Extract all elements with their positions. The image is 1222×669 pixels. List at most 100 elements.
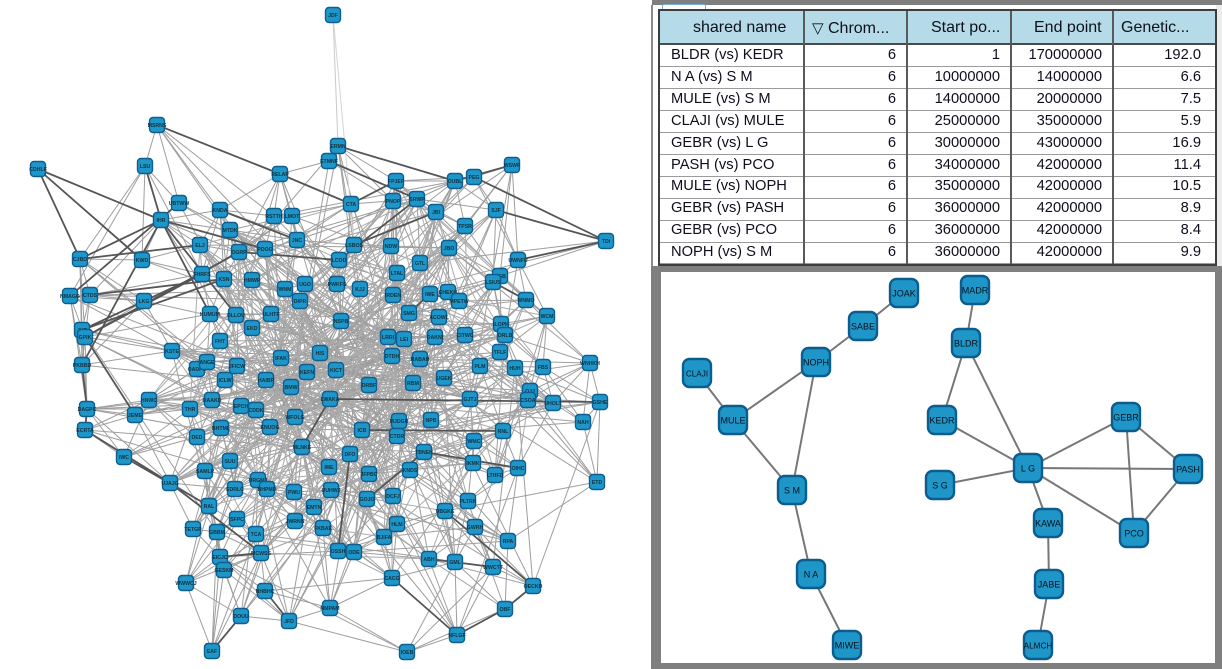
svg-text:DAGPC: DAGPC [78, 407, 97, 413]
svg-text:FKBAE: FKBAE [314, 526, 332, 532]
svg-text:LCOD: LCOD [332, 258, 347, 264]
svg-text:LRRI: LRRI [382, 335, 395, 341]
svg-text:GPIK: GPIK [79, 335, 92, 341]
svg-text:WSWF: WSWF [504, 163, 520, 169]
svg-text:ODE: ODE [348, 550, 360, 556]
svg-text:IWE: IWE [425, 292, 435, 298]
svg-text:LWAKA: LWAKA [321, 397, 340, 403]
svg-text:FPJEF: FPJEF [388, 179, 404, 185]
svg-text:MTDK: MTDK [223, 228, 238, 234]
svg-text:PWU: PWU [288, 490, 300, 496]
svg-text:KSTE: KSTE [165, 349, 179, 355]
svg-text:MADR: MADR [962, 285, 989, 295]
svg-text:HAIBP: HAIBP [258, 378, 275, 384]
svg-text:LTHFD: LTHFD [487, 473, 504, 479]
svg-text:ABH: ABH [423, 557, 434, 563]
svg-text:GTL: GTL [415, 261, 426, 267]
svg-text:KJJ: KJJ [355, 287, 365, 293]
svg-text:JOAK: JOAK [892, 288, 916, 298]
svg-text:TETGP: TETGP [184, 527, 202, 533]
svg-text:HLM: HLM [391, 522, 402, 528]
svg-text:GJTJ: GJTJ [464, 397, 477, 403]
svg-text:ORLB: ORLB [498, 333, 513, 339]
svg-text:WWWCJ: WWWCJ [175, 581, 196, 587]
svg-text:KEFN: KEFN [300, 370, 314, 376]
svg-text:TPSR: TPSR [458, 224, 472, 230]
svg-text:PKBBD: PKBBD [73, 363, 92, 369]
svg-text:JFD: JFD [284, 619, 294, 625]
svg-text:DAKNI: DAKNI [427, 335, 444, 341]
svg-text:BJIFA: BJIFA [377, 535, 392, 541]
svg-text:LSU: LSU [140, 164, 151, 170]
svg-text:IKMK: IKMK [466, 461, 480, 467]
svg-text:MJDGR: MJDGR [390, 419, 409, 425]
svg-text:WMC: WMC [468, 439, 481, 445]
svg-text:HMWF: HMWF [244, 278, 260, 284]
svg-text:IWC: IWC [119, 455, 129, 461]
svg-text:TCA: TCA [251, 532, 262, 538]
svg-text:EHEKH: EHEKH [439, 290, 457, 296]
svg-text:ICLW: ICLW [219, 378, 232, 384]
svg-text:L G: L G [1021, 463, 1035, 473]
svg-text:KAWA: KAWA [1035, 518, 1061, 528]
svg-text:LTAL: LTAL [391, 271, 404, 277]
svg-text:EICJC: EICJC [212, 555, 228, 561]
svg-text:CACG: CACG [384, 576, 399, 582]
svg-text:NFLGF: NFLGF [448, 633, 465, 639]
svg-text:UGEK: UGEK [437, 376, 452, 382]
svg-text:OGRP: OGRP [231, 250, 247, 256]
svg-text:BLDR: BLDR [954, 338, 979, 348]
svg-text:OBF: OBF [500, 607, 511, 613]
svg-text:ELJ: ELJ [195, 243, 205, 249]
svg-text:RABAH: RABAH [411, 357, 430, 363]
svg-text:JFICW: JFICW [229, 364, 245, 370]
svg-text:WNMO: WNMO [518, 298, 535, 304]
svg-text:MCWSS: MCWSS [251, 551, 271, 557]
svg-text:LSIUS: LSIUS [485, 280, 501, 286]
svg-text:RBM: RBM [407, 381, 419, 387]
svg-text:ECRTA: ECRTA [76, 428, 94, 434]
svg-text:IFAK: IFAK [275, 356, 287, 362]
svg-text:OIHC: OIHC [512, 466, 525, 472]
svg-text:UWNFU: UWNFU [508, 258, 528, 264]
svg-text:DIPR: DIPR [294, 299, 307, 305]
svg-text:FHRFS: FHRFS [193, 272, 211, 278]
svg-text:LEI: LEI [400, 337, 409, 343]
svg-text:TFLF: TFLF [494, 350, 507, 356]
svg-text:UUHWJ: UUHWJ [321, 488, 340, 494]
svg-text:BHTML: BHTML [212, 426, 231, 432]
svg-text:ACOWL: ACOWL [429, 315, 449, 321]
svg-text:NMAGG: NMAGG [60, 294, 80, 300]
svg-text:JABE: JABE [1038, 579, 1061, 589]
svg-text:EMTN: EMTN [307, 505, 322, 511]
svg-text:ULHTF: ULHTF [263, 312, 280, 318]
svg-text:CSOA: CSOA [521, 398, 536, 404]
svg-text:PEG: PEG [469, 175, 480, 181]
svg-text:DLLOU: DLLOU [227, 313, 245, 319]
svg-text:FBS: FBS [538, 365, 549, 371]
svg-text:URGMJ: URGMJ [249, 478, 268, 484]
svg-text:LMOT: LMOT [285, 214, 301, 220]
svg-text:BHPMD: BHPMD [257, 487, 276, 493]
svg-text:NMPAM: NMPAM [320, 606, 339, 612]
svg-text:ERMN: ERMN [330, 144, 346, 150]
svg-text:JBO: JBO [444, 246, 455, 252]
svg-text:CTDS: CTDS [83, 293, 98, 299]
svg-text:IOEB: IOEB [401, 650, 414, 656]
svg-text:RELAP: RELAP [271, 172, 289, 178]
svg-text:MLNKE: MLNKE [293, 445, 312, 451]
svg-text:RNL: RNL [498, 429, 509, 435]
svg-text:EDRLC: EDRLC [226, 487, 244, 493]
svg-text:GBBM: GBBM [209, 530, 225, 536]
svg-text:KUMUM: KUMUM [200, 312, 220, 318]
svg-text:N A: N A [804, 569, 819, 579]
svg-text:NDW: NDW [385, 244, 397, 250]
svg-text:PASH: PASH [1176, 464, 1200, 474]
svg-text:WWCTT: WWCTT [483, 565, 504, 571]
svg-text:DCFJ: DCFJ [386, 494, 400, 500]
svg-text:HIS: HIS [316, 351, 325, 357]
svg-text:PDOO: PDOO [257, 247, 272, 253]
svg-text:KSN: KSN [219, 277, 230, 283]
svg-text:OADFO: OADFO [188, 367, 207, 373]
svg-text:OSSH: OSSH [331, 549, 346, 555]
